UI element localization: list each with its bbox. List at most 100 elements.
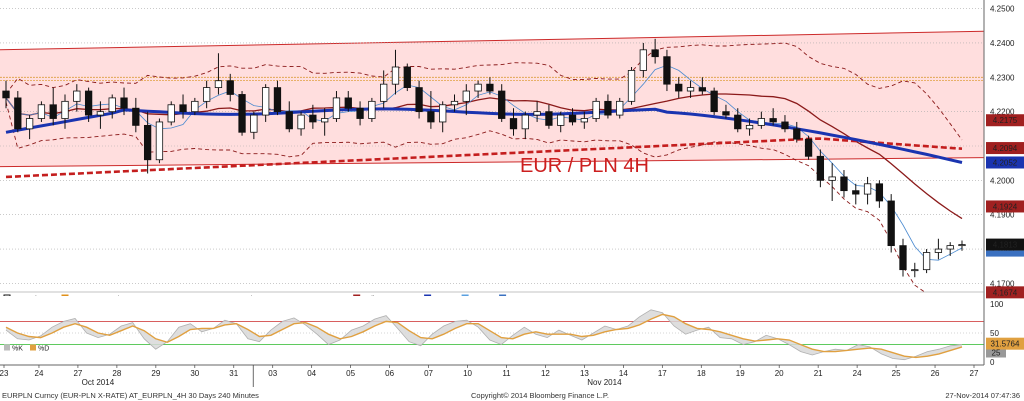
- candle-body: [627, 70, 636, 102]
- candle-body: [415, 87, 423, 113]
- osc-y-tick-label: 0: [990, 358, 995, 367]
- ema-line: [5, 137, 963, 179]
- candle-body: [120, 97, 128, 109]
- candle-body: [769, 118, 777, 123]
- osc-flag-label: 31.5764: [991, 340, 1020, 349]
- candle-body: [273, 87, 282, 113]
- candle-body: [734, 114, 742, 130]
- price-flag: [986, 286, 1024, 299]
- candle-body: [238, 94, 246, 133]
- candle-body: [368, 100, 376, 119]
- candle-body: [828, 176, 836, 181]
- chart-title: EUR / PLN 4H: [520, 155, 649, 177]
- candle-body: [804, 138, 813, 157]
- price-flag: [986, 142, 1024, 155]
- x-tick-label: 24: [35, 369, 44, 378]
- candle-body: [380, 83, 388, 102]
- footer-timestamp: 27-Nov-2014 07:47:36: [945, 391, 1020, 400]
- footer-bar: [0, 389, 1024, 401]
- candle-body: [356, 107, 364, 119]
- x-tick-label: 19: [736, 369, 745, 378]
- price-flag-label: 4.1924: [993, 202, 1018, 211]
- candle-body: [793, 128, 801, 140]
- price-flag: [986, 156, 1024, 169]
- x-tick-label: 04: [307, 369, 316, 378]
- price-flag-label: 4.2052: [993, 158, 1018, 167]
- candle-body: [958, 244, 966, 247]
- x-tick-label: 27: [73, 369, 82, 378]
- candle-body: [568, 114, 577, 123]
- candle-body: [37, 104, 46, 119]
- x-tick-label: 14: [619, 369, 628, 378]
- candle-body: [675, 83, 683, 92]
- candle-body: [96, 111, 105, 116]
- bollinger-middle: [5, 93, 963, 220]
- candle-body: [73, 90, 81, 102]
- candle-body: [214, 80, 223, 88]
- x-tick-label: 23: [0, 369, 9, 378]
- x-tick-label: 21: [814, 369, 823, 378]
- candle-body: [922, 252, 931, 271]
- candle-body: [521, 114, 529, 130]
- price-flag: [986, 200, 1024, 213]
- candle-body: [934, 248, 943, 253]
- price-flag-label: 4.1813: [993, 241, 1018, 250]
- x-tick-label: 27: [970, 369, 979, 378]
- candle-body: [887, 200, 895, 247]
- x-tick-label: 13: [580, 369, 589, 378]
- x-tick-label: 29: [151, 369, 160, 378]
- osc-legend-swatch: [4, 344, 10, 351]
- x-tick-label: 17: [658, 369, 667, 378]
- candle-body: [745, 124, 754, 130]
- month-label: Oct 2014: [82, 378, 115, 387]
- candle-body: [722, 111, 730, 116]
- candle-body: [179, 104, 187, 113]
- oscillator-panel: [0, 296, 984, 366]
- candle-body: [439, 104, 447, 123]
- x-tick-label: 20: [775, 369, 784, 378]
- osc-flag-secondary: [986, 349, 1006, 358]
- candle-body: [403, 66, 411, 89]
- candle-body: [285, 111, 293, 130]
- candle-body: [49, 104, 57, 119]
- candle-body: [840, 176, 848, 192]
- y-tick-label: 4.2000: [990, 176, 1015, 185]
- y-tick-label: 4.2500: [990, 5, 1015, 14]
- candle-body: [2, 90, 10, 99]
- osc-d-line: [5, 313, 963, 359]
- candle-body: [663, 56, 671, 85]
- x-tick-label: 25: [892, 369, 901, 378]
- candle-body: [639, 49, 647, 71]
- osc-legend-label: %K: [12, 346, 23, 353]
- price-flag: [986, 114, 1024, 127]
- candle-body: [297, 114, 305, 130]
- bollinger-lower: [5, 101, 963, 299]
- candle-body: [14, 97, 22, 130]
- candle-body: [450, 100, 459, 106]
- x-tick-label: 12: [541, 369, 550, 378]
- candle-body: [616, 100, 624, 116]
- candle-body: [911, 269, 919, 272]
- candle-body: [332, 97, 341, 119]
- candle-body: [309, 114, 317, 123]
- osc-flag: [986, 337, 1024, 350]
- x-tick-label: 05: [346, 369, 355, 378]
- osc-y-tick-label: 100: [990, 300, 1004, 309]
- candle-body: [698, 87, 706, 92]
- x-tick-label: 30: [190, 369, 199, 378]
- candle-body: [486, 83, 494, 92]
- osc-y-tick-label: 50: [990, 329, 999, 338]
- osc-k-line: [5, 309, 963, 361]
- candle-body: [946, 245, 954, 250]
- candle-body: [781, 121, 789, 130]
- x-tick-label: 28: [112, 369, 121, 378]
- candle-body: [651, 49, 659, 58]
- x-tick-label: 11: [502, 369, 511, 378]
- candle-body: [108, 97, 116, 113]
- candle-body: [132, 107, 140, 126]
- y-tick-label: 4.1700: [990, 279, 1015, 288]
- candle-body: [509, 118, 518, 130]
- candle-body: [474, 83, 482, 92]
- candle-body: [604, 100, 612, 116]
- footer-copyright: Copyright© 2014 Bloomberg Finance L.P.: [471, 391, 609, 400]
